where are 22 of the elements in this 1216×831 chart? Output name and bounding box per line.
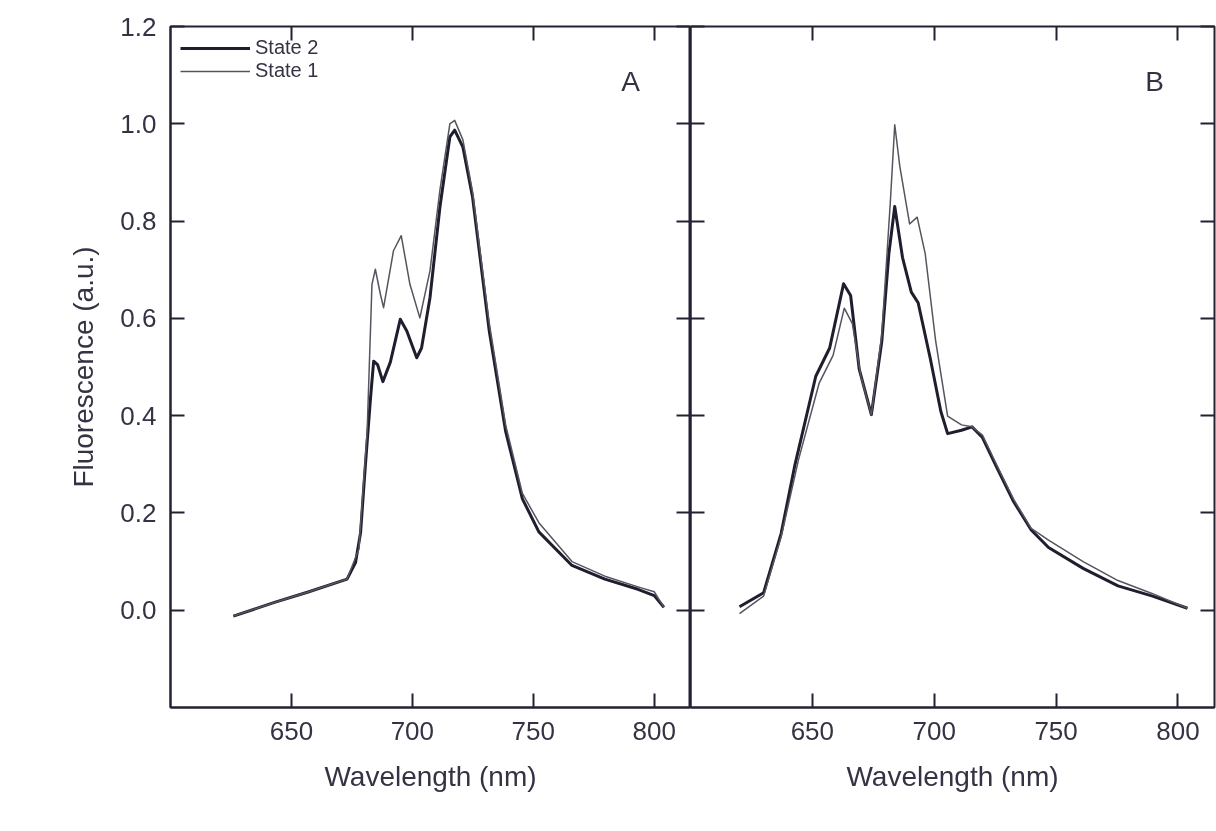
y-tick-label: 0.0 <box>120 595 157 626</box>
y-tick-label: 0.2 <box>120 497 157 528</box>
x-tick-label: 800 <box>632 715 676 746</box>
x-tick-label: 750 <box>511 715 555 746</box>
x-axis-title: Wavelength (nm) <box>324 760 537 792</box>
annotation: B <box>1145 65 1164 97</box>
y-axis-title: Fluorescence (a.u.) <box>68 246 100 488</box>
annotation: A <box>621 65 641 97</box>
legend-label: State 1 <box>255 59 319 82</box>
legend-label: State 2 <box>255 36 319 59</box>
x-tick-label: 650 <box>790 715 835 746</box>
y-tick-label: 1.0 <box>120 108 157 139</box>
y-tick-label: 0.6 <box>120 303 157 334</box>
x-tick-label: 700 <box>912 715 956 746</box>
x-tick-label: 800 <box>1156 715 1200 746</box>
x-tick-label: 650 <box>269 715 314 746</box>
y-tick-label: 1.2 <box>120 11 157 42</box>
y-tick-label: 0.8 <box>120 206 157 237</box>
x-axis-title: Wavelength (nm) <box>846 760 1059 792</box>
x-tick-label: 750 <box>1034 715 1078 746</box>
x-tick-label: 700 <box>390 715 435 746</box>
y-tick-label: 0.4 <box>120 400 157 431</box>
